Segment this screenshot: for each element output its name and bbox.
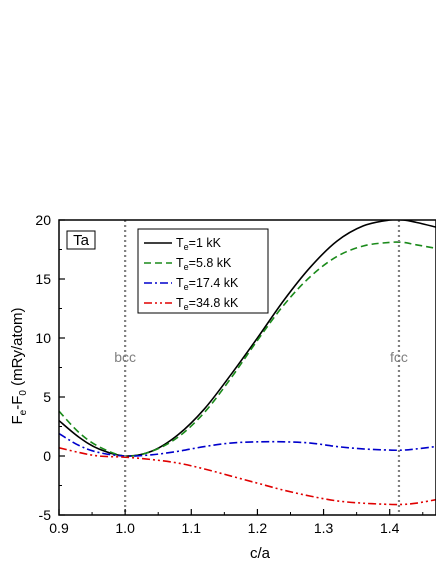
plot-lines: [59, 220, 436, 506]
axis-ticks: 0.9 1.0 1.1 1.2 1.3 1.4 -5 0 5 10 15 20: [35, 212, 424, 536]
annotations: bcc fcc: [114, 349, 408, 365]
y-tick-label: 10: [35, 330, 51, 346]
series-line-3: [59, 432, 436, 457]
x-tick-label: 1.1: [182, 520, 202, 536]
legend: Te=1 kK Te=5.8 kK Te=17.4 kK Te=34.8 kK: [137, 228, 269, 314]
y-tick-label: 0: [43, 448, 51, 464]
y-title-mid: -F: [9, 396, 26, 410]
x-tick-label: 1.4: [380, 520, 400, 536]
y-title-rest: (mRy/atom): [9, 308, 26, 391]
legend-label-2: Te=5.8 kK: [176, 256, 232, 272]
x-axis-title: c/a: [250, 545, 271, 562]
legend-label-1: Te=1 kK: [176, 236, 222, 252]
y-axis-title: Fe-F0 (mRy/atom): [9, 308, 29, 425]
x-tick-label: 0.9: [49, 520, 69, 536]
legend-label-3: Te=17.4 kK: [176, 276, 239, 292]
y-title-sub2: 0: [18, 390, 29, 396]
legend-label-4: Te=34.8 kK: [176, 296, 239, 312]
phase-lines: [124, 220, 401, 515]
y-tick-label: -5: [39, 507, 52, 523]
series-line-2: [59, 241, 436, 457]
y-tick-label: 20: [35, 212, 51, 228]
phase-label-fcc: fcc: [390, 349, 408, 365]
x-tick-label: 1.3: [314, 520, 334, 536]
phase-label-bcc: bcc: [114, 349, 136, 365]
series-line-4: [59, 446, 436, 506]
panel-label: Ta: [73, 232, 90, 249]
series-line-1: [59, 220, 436, 457]
y-title-main: F: [9, 415, 26, 424]
panel-label-box: Ta: [66, 230, 96, 250]
x-tick-label: 1.2: [248, 520, 268, 536]
x-tick-label: 1.0: [115, 520, 135, 536]
y-tick-label: 5: [43, 389, 51, 405]
y-title-sub1: e: [18, 409, 29, 415]
y-tick-label: 15: [35, 271, 51, 287]
